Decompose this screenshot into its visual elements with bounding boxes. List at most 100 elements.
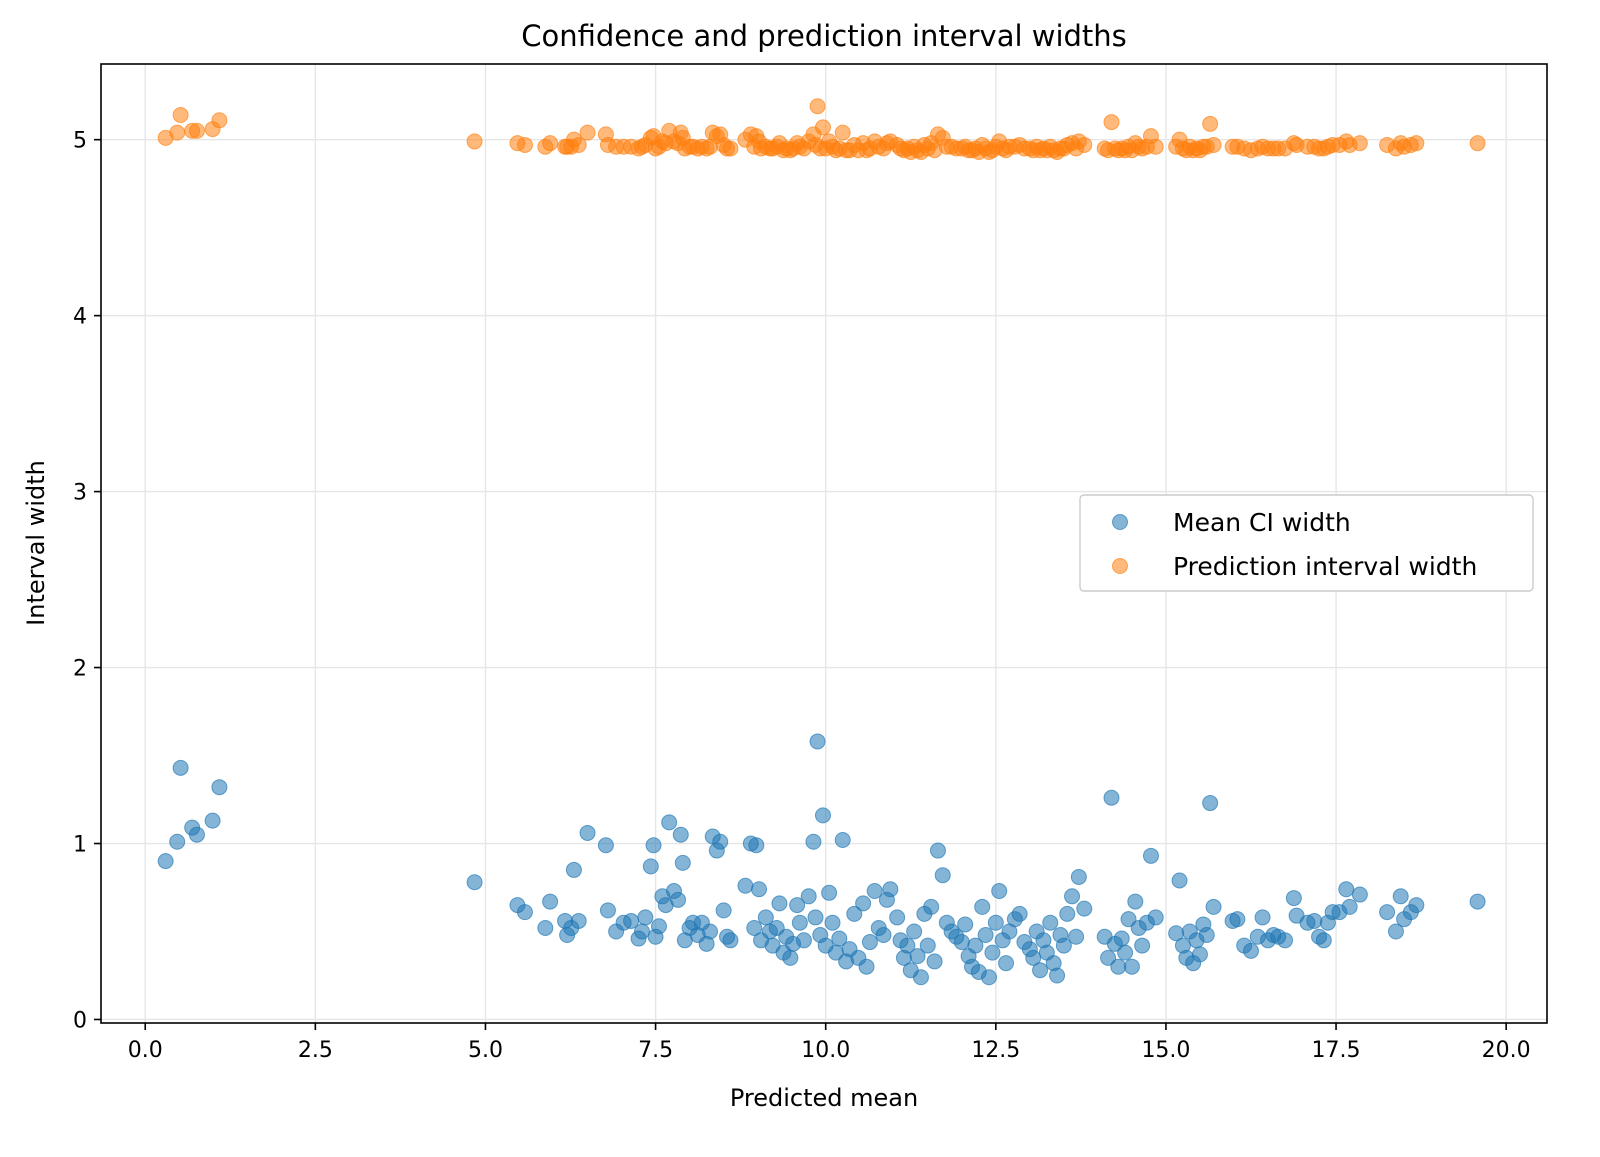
mean-ci-point [795,932,812,949]
mean-ci-point [1242,942,1259,959]
mean-ci-point [1011,905,1028,922]
mean-ci-point [188,826,205,843]
prediction-interval-point [542,135,559,152]
prediction-interval-point [1205,136,1222,153]
legend: Mean CI width Prediction interval width [1079,494,1534,592]
mean-ci-point [789,897,806,914]
y-tick-label: 3 [73,481,87,506]
mean-ci-point [1315,932,1332,949]
mean-ci-point [957,916,974,933]
mean-ci-point [466,874,483,891]
y-axis-ticks: 0 1 2 3 4 5 [73,129,101,1033]
mean-ci-point [1142,847,1159,864]
legend-label-prediction-interval: Prediction interval width [1173,552,1477,581]
prediction-interval-point [1469,135,1486,152]
mean-ci-point [1113,930,1130,947]
mean-ci-point [1110,958,1127,975]
mean-ci-point [1205,898,1222,915]
mean-ci-point [987,914,1004,931]
mean-ci-point [633,923,650,940]
mean-ci-point [1064,888,1081,905]
mean-ci-point [712,833,729,850]
mean-ci-point [923,898,940,915]
mean-ci-point [1469,893,1486,910]
mean-ci-point [991,883,1008,900]
mean-ci-point [1049,967,1066,984]
mean-ci-point [800,888,817,905]
mean-ci-point [1285,890,1302,907]
prediction-interval-point [809,98,826,115]
mean-ci-point [967,937,984,954]
prediction-interval-point [1103,114,1120,131]
mean-ci-point [791,914,808,931]
mean-ci-point [831,930,848,947]
legend-marker-prediction-interval [1112,558,1128,574]
prediction-interval-point [1202,115,1219,132]
y-tick-label: 1 [73,833,87,858]
mean-ci-point [565,861,582,878]
y-tick-label: 5 [73,129,87,154]
mean-ci-point [579,824,596,841]
mean-ci-point [1070,868,1087,885]
mean-ci-point [782,949,799,966]
mean-ci-point [977,927,994,944]
mean-ci-point [953,934,970,951]
mean-ci-point [919,937,936,954]
mean-ci-point [834,831,851,848]
y-tick-label: 0 [73,1008,87,1033]
x-tick-label: 17.5 [1312,1038,1361,1063]
x-tick-label: 0.0 [128,1038,163,1063]
mean-ci-point [674,854,691,871]
mean-ci-point [846,905,863,922]
mean-ci-point [645,837,662,854]
prediction-interval-point [1147,138,1164,155]
series-prediction-interval-width [157,98,1486,160]
prediction-interval-point [172,107,189,124]
mean-ci-point [899,937,916,954]
mean-ci-point [748,837,765,854]
mean-ci-point [746,919,763,936]
mean-ci-point [157,853,174,870]
mean-ci-point [882,881,899,898]
mean-ci-point [1055,937,1072,954]
mean-ci-point [670,891,687,908]
mean-ci-point [861,934,878,951]
mean-ci-point [1198,927,1215,944]
mean-ci-point [1134,937,1151,954]
mean-ci-point [1042,914,1059,931]
prediction-interval-point [188,122,205,139]
mean-ci-point [1306,912,1323,929]
mean-ci-point [1127,893,1144,910]
mean-ci-point [1059,905,1076,922]
mean-ci-point [981,969,998,986]
mean-ci-point [204,812,221,829]
prediction-interval-point [570,136,587,153]
prediction-interval-point [722,140,739,157]
mean-ci-point [1100,949,1117,966]
mean-ci-point [1120,911,1137,928]
mean-ci-point [1277,932,1294,949]
mean-ci-point [824,914,841,931]
x-axis-label: Predicted mean [730,1084,918,1112]
mean-ci-point [1032,962,1049,979]
data-points [157,98,1486,986]
mean-ci-point [1341,898,1358,915]
mean-ci-point [889,909,906,926]
mean-ci-point [805,833,822,850]
series-mean-ci-width [157,733,1486,986]
mean-ci-point [211,779,228,796]
mean-ci-point [926,953,943,970]
mean-ci-point [984,944,1001,961]
prediction-interval-point [211,112,228,129]
mean-ci-point [702,923,719,940]
x-tick-label: 10.0 [801,1038,850,1063]
mean-ci-point [672,826,689,843]
mean-ci-point [912,969,929,986]
prediction-interval-point [169,124,186,141]
x-tick-label: 20.0 [1482,1038,1531,1063]
mean-ci-point [1068,928,1085,945]
mean-ci-point [637,909,654,926]
mean-ci-point [1123,958,1140,975]
mean-ci-point [1338,881,1355,898]
